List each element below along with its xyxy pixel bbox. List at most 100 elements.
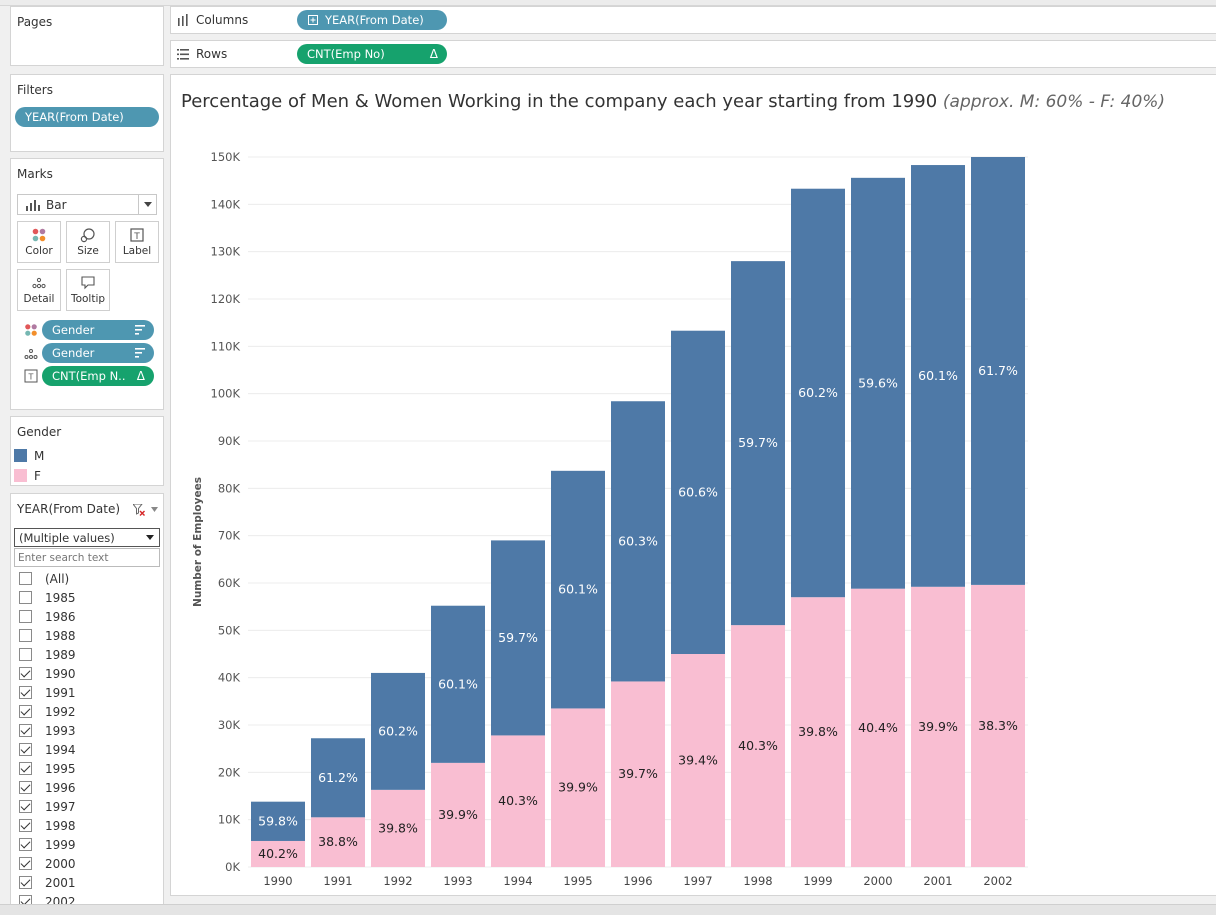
- marks-card[interactable]: Marks Bar Color Size T Label: [10, 158, 164, 410]
- expand-plus-icon[interactable]: [308, 15, 318, 25]
- x-tick-label: 1992: [383, 874, 412, 888]
- year-filter-card[interactable]: YEAR(From Date) (Multiple values) (All) …: [10, 493, 164, 912]
- bar-f[interactable]: [671, 654, 725, 867]
- bar-m[interactable]: [851, 177, 905, 589]
- checkbox[interactable]: [19, 686, 32, 699]
- bar-m[interactable]: [311, 738, 365, 818]
- checkbox[interactable]: [19, 857, 32, 870]
- year-options-list[interactable]: (All) 1985 1986 1988 1989 1990 1991 1992…: [11, 570, 163, 912]
- bar-m[interactable]: [671, 330, 725, 654]
- marks-label-cnt-pill[interactable]: CNT(Emp N.. Δ: [42, 366, 154, 386]
- bar-m[interactable]: [551, 470, 605, 709]
- bar-f[interactable]: [971, 584, 1025, 867]
- bar-f[interactable]: [911, 586, 965, 867]
- bar-data-label: 60.1%: [918, 368, 958, 383]
- bar-m[interactable]: [971, 157, 1025, 585]
- checkbox[interactable]: [19, 762, 32, 775]
- checkbox[interactable]: [19, 705, 32, 718]
- tooltip-button[interactable]: Tooltip: [66, 269, 110, 311]
- bar-m[interactable]: [251, 801, 305, 841]
- bar-m[interactable]: [491, 540, 545, 736]
- bar-f[interactable]: [251, 840, 305, 867]
- gender-legend-card[interactable]: Gender M F: [10, 416, 164, 486]
- year-filter-dropdown[interactable]: (Multiple values): [14, 528, 160, 547]
- bar-chart[interactable]: 0K 10K 20K 30K 40K 50K 60K 70K 80K 90K 100K 110K 120…: [171, 135, 1215, 895]
- y-tick-label: 120K: [211, 292, 241, 306]
- bar-data-label: 39.8%: [378, 820, 418, 835]
- year-filter-title: YEAR(From Date): [17, 502, 121, 516]
- bar-m[interactable]: [371, 672, 425, 790]
- top-toolbar-strip: [0, 0, 1216, 6]
- legend-title: Gender: [17, 425, 62, 439]
- rows-shelf[interactable]: Rows CNT(Emp No) Δ: [170, 40, 1216, 68]
- size-button[interactable]: Size: [66, 221, 110, 263]
- bar-data-label: 38.3%: [978, 718, 1018, 733]
- bar-m[interactable]: [911, 165, 965, 587]
- checkbox[interactable]: [19, 648, 32, 661]
- checkbox[interactable]: [19, 800, 32, 813]
- detail-button[interactable]: Detail: [17, 269, 61, 311]
- y-tick-label: 130K: [211, 245, 241, 259]
- color-button-label: Color: [25, 245, 53, 257]
- label-button[interactable]: T Label: [115, 221, 159, 263]
- checkbox[interactable]: [19, 629, 32, 642]
- checkbox[interactable]: [19, 743, 32, 756]
- checkbox[interactable]: [19, 572, 32, 585]
- bar-f[interactable]: [431, 762, 485, 867]
- sort-icon: [135, 325, 145, 335]
- legend-swatch-f: [14, 469, 27, 482]
- y-tick-label: 0K: [225, 860, 240, 874]
- bar-m[interactable]: [791, 188, 845, 598]
- chart-title: Percentage of Men & Women Working in the…: [181, 91, 938, 112]
- x-tick-label: 1998: [743, 874, 772, 888]
- checkbox[interactable]: [19, 724, 32, 737]
- checkbox[interactable]: [19, 610, 32, 623]
- clear-filter-icon[interactable]: [133, 504, 145, 516]
- chevron-down-icon[interactable]: [138, 195, 156, 214]
- legend-item-f[interactable]: F: [14, 469, 164, 486]
- rows-cnt-pill[interactable]: CNT(Emp No) Δ: [297, 44, 447, 64]
- x-tick-label: 2002: [983, 874, 1012, 888]
- legend-item-m[interactable]: M: [14, 449, 164, 466]
- color-palette-icon: [32, 228, 46, 242]
- checkbox[interactable]: [19, 876, 32, 889]
- y-tick-label: 10K: [218, 813, 241, 827]
- delta-icon: Δ: [429, 47, 438, 61]
- bar-m[interactable]: [731, 261, 785, 626]
- color-button[interactable]: Color: [17, 221, 61, 263]
- filter-year-pill[interactable]: YEAR(From Date): [15, 107, 159, 127]
- bar-f[interactable]: [791, 597, 845, 867]
- filters-card[interactable]: Filters YEAR(From Date): [10, 74, 164, 152]
- year-option-label: 1999: [45, 838, 76, 852]
- y-tick-label: 20K: [218, 765, 241, 779]
- bar-data-label: 40.2%: [258, 846, 298, 861]
- card-menu-arrow-icon[interactable]: [151, 507, 158, 512]
- checkbox[interactable]: [19, 838, 32, 851]
- label-button-label: Label: [122, 245, 152, 257]
- checkbox[interactable]: [19, 781, 32, 794]
- pages-card[interactable]: Pages: [10, 6, 164, 66]
- marks-color-gender-pill[interactable]: Gender: [42, 320, 154, 340]
- year-option-label: (All): [45, 572, 70, 586]
- x-tick-label: 2001: [923, 874, 952, 888]
- checkbox[interactable]: [19, 667, 32, 680]
- x-tick-label: 1997: [683, 874, 712, 888]
- bar-f[interactable]: [551, 708, 605, 867]
- bar-f[interactable]: [731, 625, 785, 867]
- columns-year-pill[interactable]: YEAR(From Date): [297, 10, 447, 30]
- bar-f[interactable]: [491, 735, 545, 867]
- marks-field-label: Gender: [52, 346, 95, 360]
- bar-f[interactable]: [371, 789, 425, 867]
- mark-type-dropdown[interactable]: Bar: [17, 194, 157, 215]
- bar-f[interactable]: [311, 817, 365, 867]
- chart-view[interactable]: Percentage of Men & Women Working in the…: [170, 74, 1216, 896]
- marks-detail-gender-pill[interactable]: Gender: [42, 343, 154, 363]
- year-search-input[interactable]: [14, 548, 160, 567]
- bar-f[interactable]: [851, 588, 905, 867]
- checkbox[interactable]: [19, 591, 32, 604]
- bar-f[interactable]: [611, 681, 665, 867]
- bar-m[interactable]: [431, 605, 485, 763]
- columns-shelf[interactable]: Columns YEAR(From Date): [170, 6, 1216, 34]
- checkbox[interactable]: [19, 819, 32, 832]
- bar-m[interactable]: [611, 401, 665, 682]
